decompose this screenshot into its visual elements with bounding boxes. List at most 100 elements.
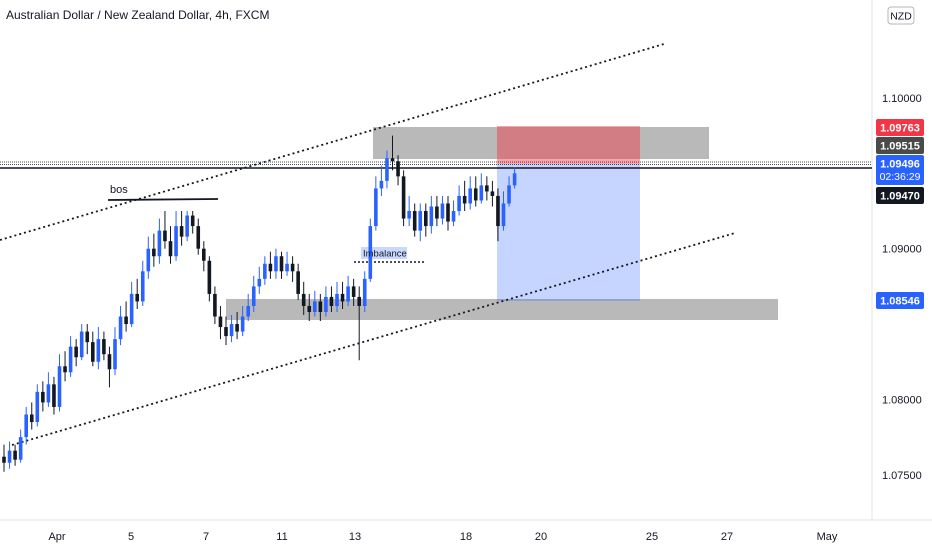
candle-body[interactable]: [29, 414, 34, 423]
candle-body[interactable]: [251, 286, 256, 306]
candle-body[interactable]: [152, 248, 156, 257]
candle-body[interactable]: [512, 173, 517, 186]
candle-body[interactable]: [157, 230, 162, 257]
candle-body[interactable]: [479, 185, 484, 201]
candle-body[interactable]: [385, 158, 389, 181]
candle-body[interactable]: [301, 293, 306, 306]
candle-body[interactable]: [146, 248, 151, 272]
candle-body[interactable]: [129, 293, 134, 325]
candle-body[interactable]: [7, 450, 12, 463]
candle-body[interactable]: [18, 437, 23, 460]
candle-body[interactable]: [174, 226, 178, 257]
candle-body[interactable]: [313, 301, 317, 312]
candle-body[interactable]: [462, 195, 467, 204]
candle-body[interactable]: [24, 414, 28, 438]
candle-body[interactable]: [163, 230, 167, 242]
candle-body[interactable]: [107, 354, 112, 370]
candle-body[interactable]: [213, 293, 217, 317]
candle-body[interactable]: [401, 176, 406, 219]
candle-body[interactable]: [190, 215, 195, 227]
candle-body[interactable]: [318, 301, 323, 312]
candle-body[interactable]: [263, 263, 267, 279]
candle-body[interactable]: [46, 384, 51, 403]
price-axis[interactable]: 1.10000 1.09000 1.08000 1.07500: [882, 93, 922, 482]
candle-body[interactable]: [118, 316, 123, 340]
candle-body[interactable]: [207, 260, 212, 294]
candle-body[interactable]: [496, 195, 500, 227]
candle-body[interactable]: [485, 185, 489, 192]
supply-zone[interactable]: [373, 127, 709, 159]
candle-body[interactable]: [307, 305, 312, 312]
candle-body[interactable]: [63, 366, 67, 373]
candle-body[interactable]: [457, 195, 461, 212]
imbalance-label[interactable]: Imbalance: [363, 249, 407, 260]
candle-body[interactable]: [357, 296, 361, 306]
candle-body[interactable]: [240, 316, 245, 332]
candle-body[interactable]: [124, 316, 128, 325]
candle-body[interactable]: [274, 256, 278, 272]
candle-body[interactable]: [451, 211, 456, 222]
candle-body[interactable]: [268, 263, 273, 272]
candle-body[interactable]: [52, 384, 56, 407]
currency-badge-box[interactable]: [887, 6, 915, 25]
candle-body[interactable]: [374, 188, 378, 227]
candle-body[interactable]: [396, 161, 400, 177]
candle-body[interactable]: [379, 180, 384, 189]
candle-body[interactable]: [446, 203, 450, 222]
take-profit-box[interactable]: [497, 164, 640, 301]
candle-body[interactable]: [429, 206, 434, 227]
candle-body[interactable]: [179, 226, 184, 237]
candle-body[interactable]: [218, 316, 223, 328]
candle-body[interactable]: [140, 271, 145, 302]
candle-body[interactable]: [74, 346, 78, 358]
candle-body[interactable]: [224, 327, 228, 337]
candle-body[interactable]: [418, 211, 423, 231]
candle-body[interactable]: [407, 211, 411, 219]
candle-body[interactable]: [346, 286, 350, 302]
candle-body[interactable]: [351, 286, 356, 297]
candle-body[interactable]: [440, 203, 445, 219]
price-tag-stop[interactable]: [876, 119, 924, 136]
stop-loss-box[interactable]: [497, 126, 640, 164]
candle-body[interactable]: [507, 185, 511, 204]
candle-body[interactable]: [91, 342, 95, 362]
candle-body[interactable]: [390, 158, 395, 162]
candle-body[interactable]: [435, 206, 439, 219]
candle-body[interactable]: [96, 339, 101, 362]
candle-body[interactable]: [168, 241, 173, 257]
channel-upper-line[interactable]: [0, 43, 665, 241]
candle-body[interactable]: [79, 331, 84, 358]
price-tag-level[interactable]: [876, 137, 924, 154]
candle-body[interactable]: [57, 366, 62, 407]
candle-body[interactable]: [329, 296, 334, 306]
time-axis[interactable]: Apr 5 7 11 13 18 20 25 27 May: [48, 531, 837, 543]
candle-body[interactable]: [102, 339, 106, 355]
candle-body[interactable]: [196, 226, 201, 249]
candle-body[interactable]: [279, 256, 284, 272]
candle-body[interactable]: [113, 339, 117, 370]
bos-line[interactable]: [107, 198, 219, 201]
candle-body[interactable]: [135, 293, 139, 302]
candle-body[interactable]: [296, 271, 300, 294]
candle-body[interactable]: [490, 191, 495, 196]
candle-body[interactable]: [13, 450, 17, 460]
candle-body[interactable]: [501, 203, 506, 227]
currency-badge[interactable]: NZD: [890, 11, 912, 23]
candle-body[interactable]: [362, 278, 367, 306]
candle-body[interactable]: [290, 263, 295, 272]
candle-body[interactable]: [41, 391, 45, 403]
candle-body[interactable]: [185, 215, 189, 237]
bos-label[interactable]: bos: [110, 184, 128, 196]
candle-body[interactable]: [368, 226, 373, 279]
price-tag-last[interactable]: [876, 155, 924, 185]
candle-body[interactable]: [246, 305, 250, 317]
candle-body[interactable]: [257, 278, 262, 287]
candle-body[interactable]: [202, 248, 206, 261]
candle-body[interactable]: [2, 456, 6, 463]
candle-body[interactable]: [468, 188, 472, 204]
candle-body[interactable]: [285, 263, 289, 272]
channel-lower-line[interactable]: [11, 232, 736, 446]
candle-body[interactable]: [324, 296, 328, 312]
